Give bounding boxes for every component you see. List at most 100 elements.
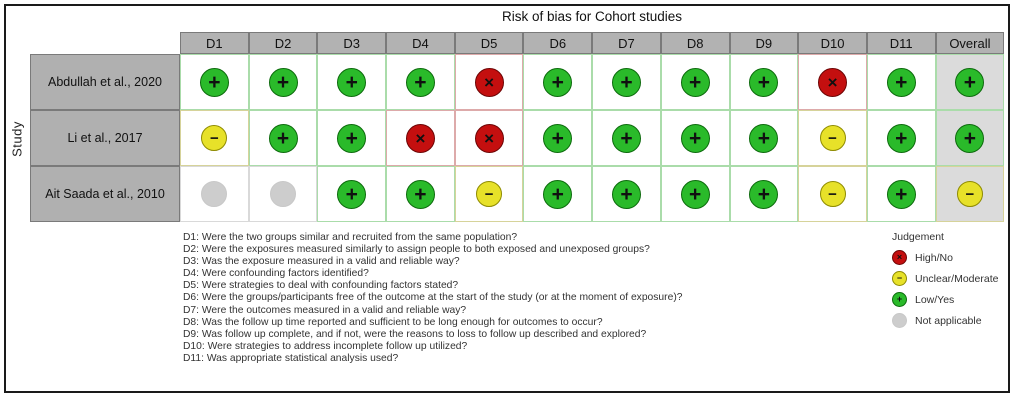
matrix-cell: + bbox=[729, 166, 799, 222]
matrix-cell: + bbox=[523, 110, 593, 166]
matrix-cell: − bbox=[798, 166, 867, 222]
judgement-symbol: × bbox=[827, 72, 838, 92]
column-header-d10: D10 bbox=[798, 32, 867, 54]
legend: Judgement × High/No − Unclear/Moderate + Low/… bbox=[892, 231, 998, 334]
judgement-icon-low: + bbox=[749, 123, 779, 153]
column-header-d2: D2 bbox=[248, 32, 318, 54]
row-label-study: Ait Saada et al., 2010 bbox=[30, 166, 180, 222]
column-header-d6: D6 bbox=[523, 32, 593, 54]
judgement-icon-low: + bbox=[680, 67, 710, 97]
matrix-cell: + bbox=[660, 166, 730, 222]
judgement-symbol: + bbox=[345, 182, 358, 206]
matrix-cell: − bbox=[454, 166, 524, 222]
legend-item: Not applicable bbox=[892, 313, 998, 328]
judgement-icon-low: + bbox=[405, 67, 435, 97]
judgement-icon-low: + bbox=[886, 123, 916, 153]
judgement-symbol: + bbox=[551, 70, 564, 94]
column-header-overall: Overall bbox=[935, 32, 1005, 54]
judgement-symbol: − bbox=[484, 185, 494, 203]
judgement-symbol: + bbox=[757, 70, 770, 94]
judgement-symbol: + bbox=[620, 70, 633, 94]
matrix-cell bbox=[248, 166, 318, 222]
judgement-icon-unclear: − bbox=[476, 181, 503, 207]
matrix-cell: + bbox=[660, 54, 730, 110]
matrix-cell: + bbox=[317, 166, 387, 222]
judgement-symbol: + bbox=[276, 70, 290, 94]
judgement-icon-low: + bbox=[955, 67, 985, 97]
matrix-cell: + bbox=[386, 166, 455, 222]
judgement-icon-high: × bbox=[474, 123, 504, 153]
matrix-cell: + bbox=[729, 110, 799, 166]
matrix-cell: + bbox=[523, 166, 593, 222]
judgement-symbol: − bbox=[828, 185, 837, 203]
judgement-symbol: + bbox=[757, 182, 770, 206]
footnotes-block: D1: Were the two groups similar and recr… bbox=[183, 232, 682, 365]
legend-items: × High/No − Unclear/Moderate + Low/Yes Not app… bbox=[892, 250, 998, 328]
matrix-cell: + bbox=[935, 54, 1005, 110]
judgement-symbol: + bbox=[345, 126, 358, 150]
footnote-line: D2: Were the exposures measured similarl… bbox=[183, 244, 650, 256]
judgement-icon-unclear: − bbox=[201, 125, 228, 151]
legend-item-label: Not applicable bbox=[915, 314, 982, 327]
judgement-icon-low: + bbox=[680, 179, 710, 209]
judgement-icon-low: + bbox=[543, 179, 573, 209]
column-header-d1: D1 bbox=[180, 32, 249, 54]
judgement-symbol: − bbox=[828, 129, 837, 147]
legend-item-label: Low/Yes bbox=[915, 293, 955, 306]
matrix-cell: × bbox=[454, 110, 524, 166]
matrix-cell: + bbox=[729, 54, 799, 110]
matrix-cell: + bbox=[248, 110, 318, 166]
judgement-symbol: × bbox=[484, 72, 495, 92]
matrix-cell: − bbox=[798, 110, 867, 166]
legend-item-label: Unclear/Moderate bbox=[915, 272, 999, 285]
judgement-symbol: + bbox=[689, 126, 702, 150]
row-label-study: Abdullah et al., 2020 bbox=[30, 54, 180, 110]
footnote-line: D9: Was follow up complete, and if not, … bbox=[183, 328, 647, 340]
judgement-icon-low: + bbox=[337, 179, 367, 209]
matrix-cell: + bbox=[935, 110, 1005, 166]
column-header-d4: D4 bbox=[386, 32, 455, 54]
matrix-cell: + bbox=[248, 54, 318, 110]
judgement-symbol: × bbox=[484, 128, 495, 148]
footnote-line: D4: Were confounding factors identified? bbox=[183, 268, 369, 280]
judgement-icon-low: + bbox=[886, 179, 916, 209]
judgement-symbol: − bbox=[896, 273, 903, 283]
judgement-icon-low: + bbox=[680, 123, 710, 153]
judgement-icon-low: + bbox=[337, 67, 367, 97]
legend-item: − Unclear/Moderate bbox=[892, 271, 998, 286]
judgement-icon-low: + bbox=[749, 67, 779, 97]
footnote-line: D3: Was the exposure measured in a valid… bbox=[183, 256, 460, 268]
matrix-cell: + bbox=[592, 110, 661, 166]
legend-item-label: High/No bbox=[915, 251, 953, 264]
judgement-symbol: + bbox=[757, 126, 770, 150]
legend-icon-high: × bbox=[892, 250, 907, 265]
judgement-icon-low: + bbox=[886, 67, 916, 97]
row-label-study: Li et al., 2017 bbox=[30, 110, 180, 166]
legend-item: × High/No bbox=[892, 250, 998, 265]
judgement-symbol: + bbox=[689, 70, 702, 94]
footnote-line: D7: Were the outcomes measured in a vali… bbox=[183, 304, 467, 316]
column-header-d7: D7 bbox=[592, 32, 661, 54]
matrix-cell: + bbox=[386, 54, 455, 110]
judgement-symbol: + bbox=[963, 70, 977, 94]
matrix-cell: − bbox=[935, 166, 1005, 222]
legend-title: Judgement bbox=[892, 231, 944, 243]
footnote-line: D5: Were strategies to deal with confoun… bbox=[183, 280, 459, 292]
matrix-cell: × bbox=[798, 54, 867, 110]
matrix-grid: D1 D2 D3 D4 D5 D6 D7 D8 D9 D10 D11 Overall Abdullah … bbox=[30, 32, 1005, 222]
judgement-icon-low: + bbox=[405, 179, 435, 209]
column-header-d5: D5 bbox=[454, 32, 524, 54]
legend-icon-na bbox=[892, 313, 907, 328]
judgement-symbol: + bbox=[689, 182, 702, 206]
matrix-cell: × bbox=[386, 110, 455, 166]
judgement-icon-low: + bbox=[199, 67, 229, 97]
judgement-symbol: + bbox=[208, 70, 221, 94]
judgement-symbol: × bbox=[415, 128, 426, 148]
judgement-symbol: + bbox=[896, 294, 903, 304]
footnote-line: D11: Was appropriate statistical analysi… bbox=[183, 352, 399, 364]
matrix-cell bbox=[180, 166, 249, 222]
judgement-symbol: × bbox=[896, 252, 903, 262]
matrix-cell: + bbox=[866, 54, 936, 110]
judgement-icon-unclear: − bbox=[819, 125, 846, 151]
judgement-symbol: + bbox=[620, 182, 633, 206]
